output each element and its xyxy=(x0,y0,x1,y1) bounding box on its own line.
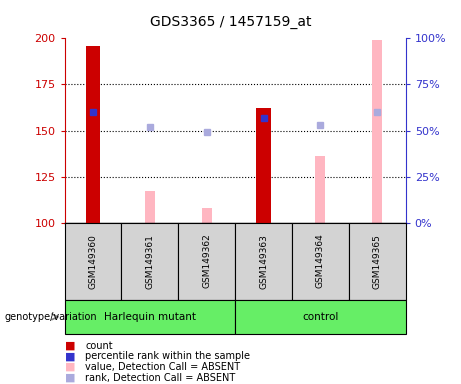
Text: value, Detection Call = ABSENT: value, Detection Call = ABSENT xyxy=(85,362,240,372)
Text: GSM149365: GSM149365 xyxy=(373,234,382,288)
Bar xyxy=(372,40,382,223)
Bar xyxy=(121,223,178,300)
Text: ■: ■ xyxy=(65,373,75,383)
Bar xyxy=(65,300,235,334)
Bar xyxy=(256,108,271,223)
Text: ■: ■ xyxy=(65,362,75,372)
Bar xyxy=(145,191,155,223)
Text: GSM149361: GSM149361 xyxy=(145,234,154,288)
Text: percentile rank within the sample: percentile rank within the sample xyxy=(85,351,250,361)
Text: ■: ■ xyxy=(65,341,75,351)
Text: GSM149364: GSM149364 xyxy=(316,234,325,288)
Text: GSM149363: GSM149363 xyxy=(259,234,268,288)
Text: genotype/variation: genotype/variation xyxy=(5,312,97,322)
Text: GDS3365 / 1457159_at: GDS3365 / 1457159_at xyxy=(150,15,311,29)
Text: ■: ■ xyxy=(65,351,75,361)
Bar xyxy=(65,223,121,300)
Bar xyxy=(202,208,212,223)
Text: control: control xyxy=(302,312,338,322)
Text: GSM149360: GSM149360 xyxy=(89,234,97,288)
Bar xyxy=(349,223,406,300)
Bar xyxy=(86,46,100,223)
Text: rank, Detection Call = ABSENT: rank, Detection Call = ABSENT xyxy=(85,373,236,383)
Text: count: count xyxy=(85,341,113,351)
Bar xyxy=(178,223,235,300)
Text: Harlequin mutant: Harlequin mutant xyxy=(104,312,196,322)
Text: GSM149362: GSM149362 xyxy=(202,234,211,288)
Bar xyxy=(235,300,406,334)
Bar xyxy=(315,156,325,223)
Bar xyxy=(292,223,349,300)
Bar xyxy=(235,223,292,300)
